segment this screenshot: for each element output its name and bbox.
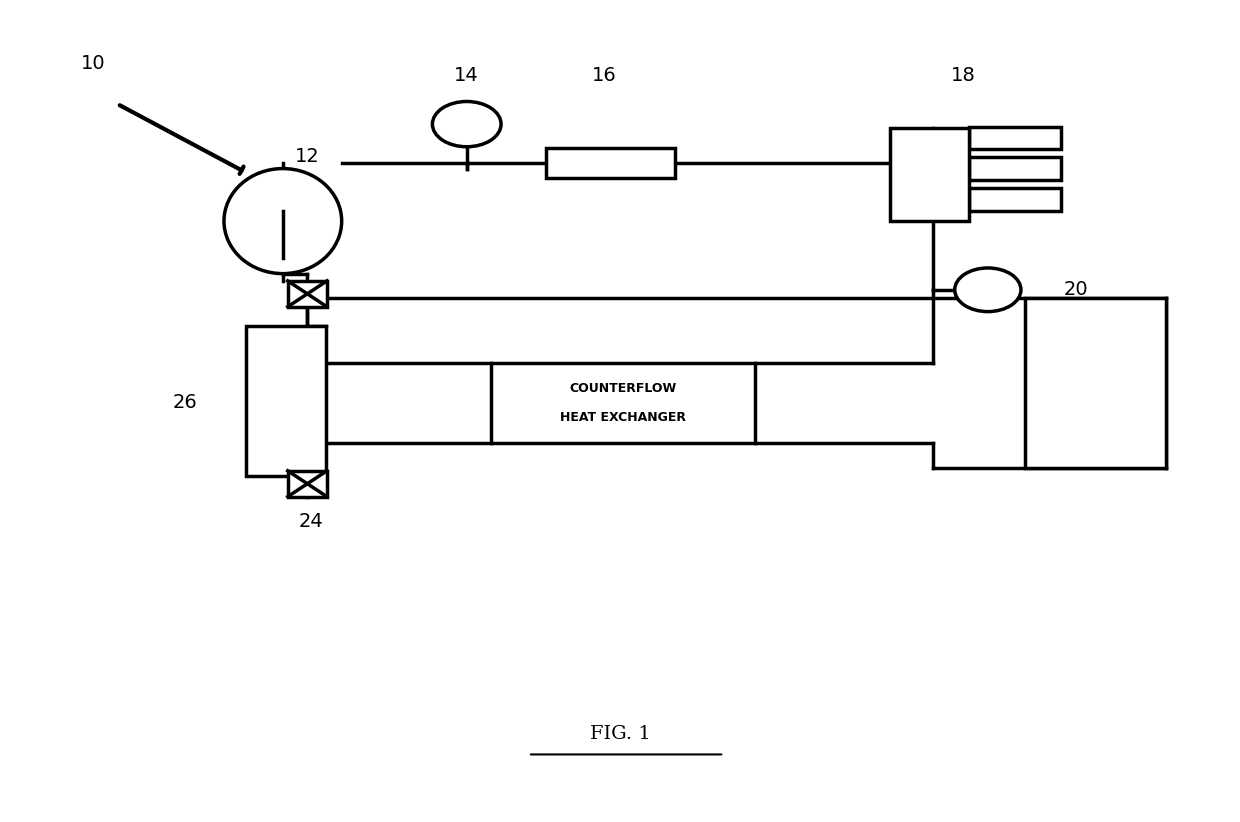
Text: 26: 26 bbox=[172, 394, 197, 413]
Text: 22: 22 bbox=[675, 386, 699, 404]
Bar bbox=[970, 188, 1061, 210]
Bar bbox=[288, 281, 327, 307]
Bar bbox=[1024, 298, 1166, 468]
Text: 20: 20 bbox=[1064, 280, 1089, 299]
Text: COUNTERFLOW: COUNTERFLOW bbox=[569, 382, 677, 395]
Text: 14: 14 bbox=[454, 66, 479, 85]
Text: 16: 16 bbox=[591, 66, 616, 85]
Bar bbox=[547, 148, 675, 178]
Bar bbox=[491, 363, 755, 443]
Text: 10: 10 bbox=[81, 54, 105, 73]
Text: HEAT EXCHANGER: HEAT EXCHANGER bbox=[560, 411, 686, 424]
Bar bbox=[970, 157, 1061, 180]
Text: 28: 28 bbox=[252, 252, 277, 271]
Text: 24: 24 bbox=[299, 512, 324, 531]
Text: 12: 12 bbox=[295, 147, 320, 166]
Circle shape bbox=[955, 268, 1021, 312]
Bar bbox=[890, 128, 970, 221]
Text: FIG. 1: FIG. 1 bbox=[590, 725, 650, 743]
Circle shape bbox=[433, 101, 501, 147]
Bar bbox=[288, 471, 327, 496]
Text: 18: 18 bbox=[951, 66, 976, 85]
Bar bbox=[246, 326, 326, 476]
Bar bbox=[970, 127, 1061, 149]
Ellipse shape bbox=[224, 169, 342, 274]
